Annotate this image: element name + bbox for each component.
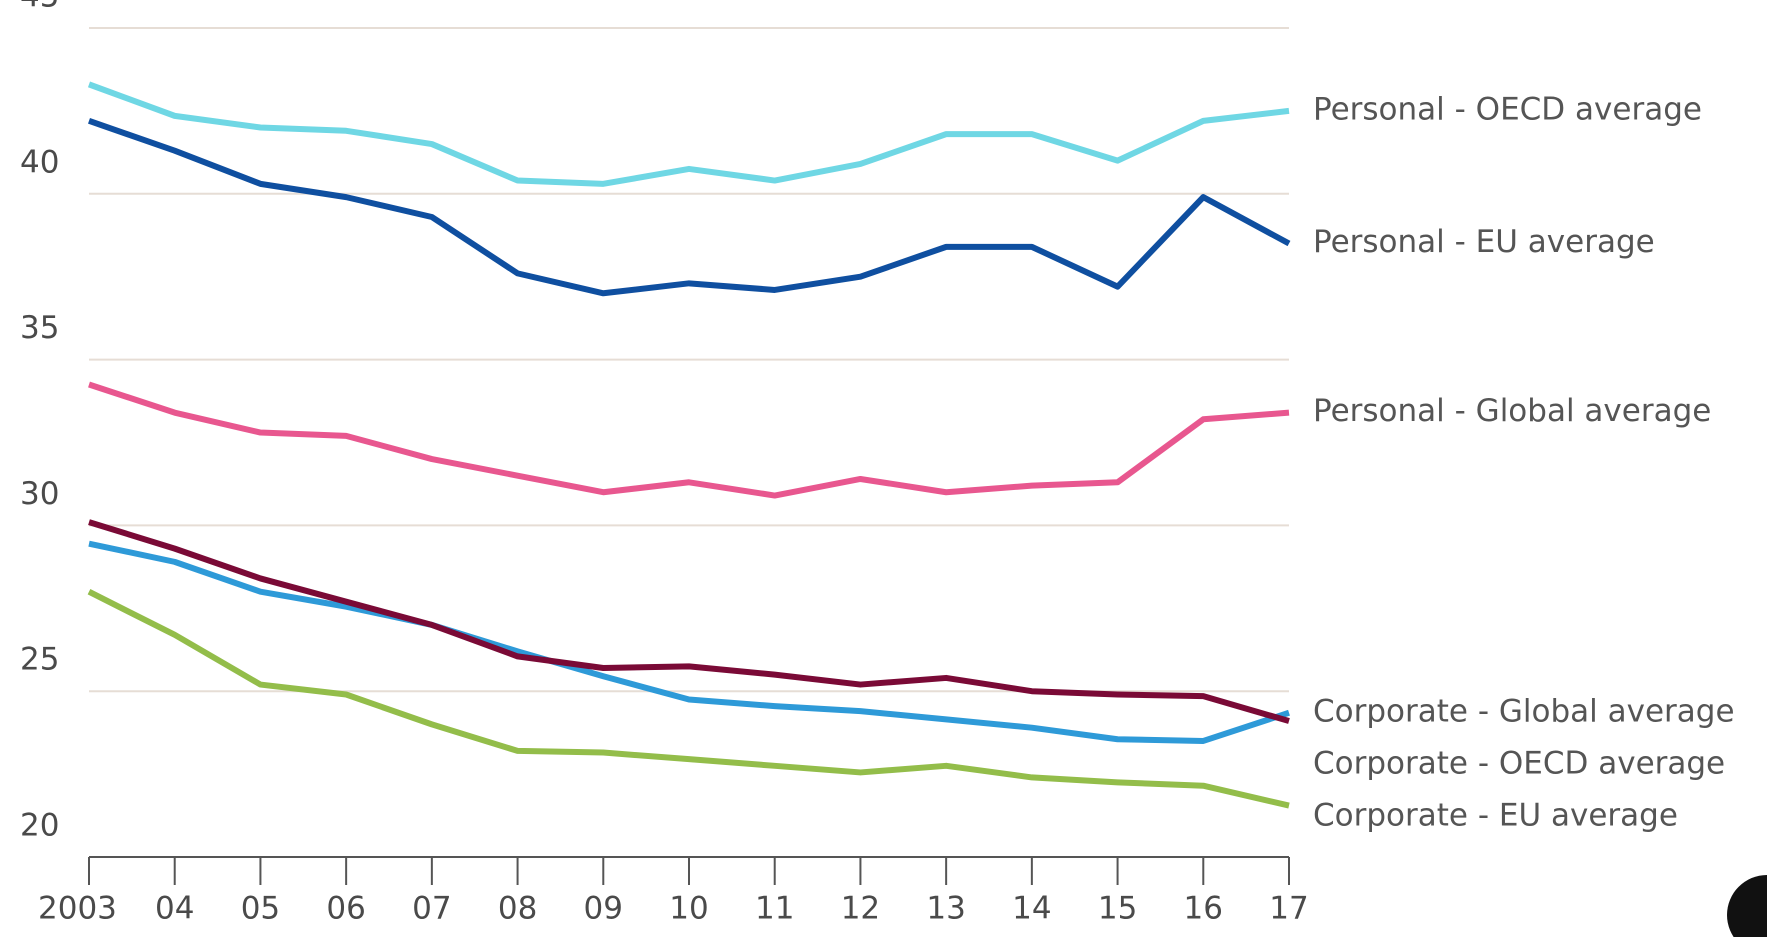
y-tick-label: 30 — [20, 476, 59, 512]
y-tick-label: 20 — [20, 808, 59, 844]
x-tick-label: 05 — [241, 891, 280, 927]
series-line — [88, 118, 1291, 297]
series-line — [87, 589, 1290, 809]
y-tick-label: 40 — [20, 144, 59, 180]
x-tick-label: 12 — [841, 891, 880, 927]
x-tick-label: 15 — [1098, 891, 1137, 927]
y-tick-label: 35 — [20, 310, 59, 346]
series-label: Personal - Global average — [1313, 393, 1711, 429]
x-tick-label: 04 — [155, 891, 194, 927]
series-label: Corporate - OECD average — [1313, 745, 1725, 781]
series-label: Personal - OECD average — [1313, 91, 1702, 127]
y-tick-label: 45 — [20, 0, 59, 15]
x-tick-label: 16 — [1184, 891, 1223, 927]
y-tick-label: 25 — [20, 642, 59, 678]
series-label: Personal - EU average — [1313, 224, 1655, 260]
series-label: Corporate - Global average — [1313, 693, 1735, 729]
x-tick-label: 08 — [498, 891, 537, 927]
series-line — [88, 540, 1290, 744]
x-tick-label: 10 — [669, 891, 708, 927]
series-line — [88, 519, 1290, 724]
series-line — [87, 81, 1290, 187]
x-tick-label: 11 — [755, 891, 794, 927]
logo — [1727, 875, 1767, 937]
series-line — [88, 381, 1290, 499]
series-label: Corporate - EU average — [1313, 797, 1678, 833]
x-tick-label: 09 — [584, 891, 623, 927]
x-tick-label: 14 — [1012, 891, 1051, 927]
x-tick-label: 07 — [412, 891, 451, 927]
x-tick-label: 17 — [1269, 891, 1308, 927]
x-tick-label: 06 — [326, 891, 365, 927]
x-tick-label: 13 — [926, 891, 965, 927]
x-tick-label: 2003 — [38, 891, 117, 927]
